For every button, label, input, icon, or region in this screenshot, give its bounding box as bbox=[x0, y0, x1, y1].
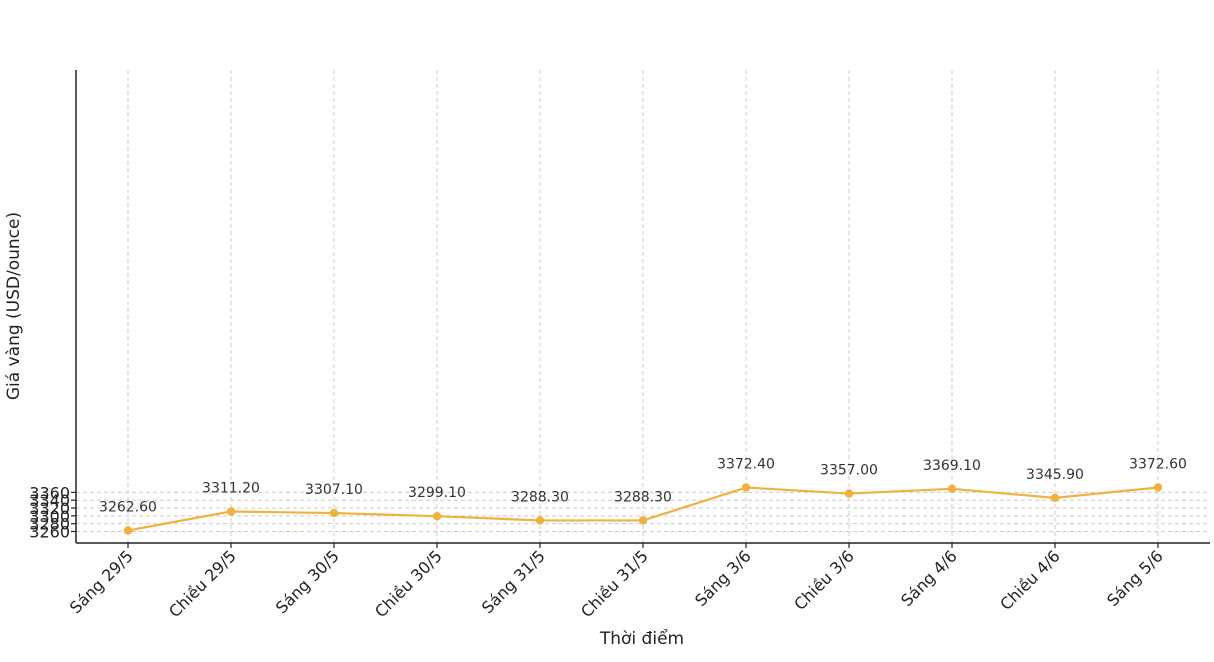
x-ticks: Sáng 29/5 Chiều 29/5 Sáng 30/5 Chiều 30/5 Sá… bbox=[66, 543, 1167, 621]
data-label: 3288.30 bbox=[511, 489, 569, 505]
x-tick-label: Sáng 30/5 bbox=[272, 546, 343, 617]
data-label: 3262.60 bbox=[99, 499, 157, 515]
x-axis-title: Thời điểm bbox=[599, 628, 684, 649]
data-point bbox=[844, 489, 854, 498]
data-point bbox=[947, 484, 957, 494]
data-point bbox=[1153, 483, 1163, 492]
data-label: 3299.10 bbox=[408, 485, 466, 501]
grid bbox=[76, 70, 1210, 543]
x-tick-label: Sáng 4/6 bbox=[897, 546, 961, 610]
data-point bbox=[1050, 493, 1060, 503]
y-tick-label: 3260 bbox=[29, 523, 70, 542]
x-tick-label: Chiều 30/5 bbox=[371, 546, 446, 621]
data-label: 3372.40 bbox=[717, 457, 775, 473]
x-tick-label: Sáng 3/6 bbox=[691, 546, 755, 610]
x-tick-label: Chiều 31/5 bbox=[577, 546, 652, 621]
data-point bbox=[638, 516, 648, 525]
data-point bbox=[741, 483, 751, 492]
data-label: 3357.00 bbox=[820, 463, 878, 479]
y-axis-title: Giá vàng (USD/ounce) bbox=[4, 212, 24, 400]
x-tick-label: Sáng 31/5 bbox=[478, 546, 549, 617]
x-tick-label: Chiều 3/6 bbox=[790, 546, 858, 614]
x-tick-label: Sáng 29/5 bbox=[66, 546, 137, 617]
data-label: 3288.30 bbox=[614, 489, 672, 505]
data-label: 3311.20 bbox=[202, 480, 260, 496]
data-label: 3372.60 bbox=[1129, 456, 1187, 472]
data-point bbox=[226, 507, 236, 516]
x-tick-label: Chiều 29/5 bbox=[165, 546, 240, 621]
data-label: 3307.10 bbox=[305, 482, 363, 498]
data-label: 3369.10 bbox=[923, 458, 981, 474]
data-point bbox=[535, 516, 545, 525]
y-tick-label: 3280 bbox=[29, 515, 70, 534]
data-point bbox=[329, 508, 339, 518]
x-tick-label: Sáng 5/6 bbox=[1103, 546, 1167, 610]
series-group: 3262.60 3311.20 3307.10 3299.10 3288.30 3288.… bbox=[99, 456, 1187, 535]
x-tick-label: Chiều 4/6 bbox=[996, 546, 1064, 614]
data-label: 3345.90 bbox=[1026, 467, 1084, 483]
y-tick-label: 3340 bbox=[29, 491, 70, 510]
y-tick-label: 3320 bbox=[29, 499, 70, 518]
y-tick-label: 3300 bbox=[29, 507, 70, 526]
data-point bbox=[123, 526, 133, 535]
y-tick-label: 3360 bbox=[29, 483, 70, 502]
data-point bbox=[432, 512, 442, 521]
